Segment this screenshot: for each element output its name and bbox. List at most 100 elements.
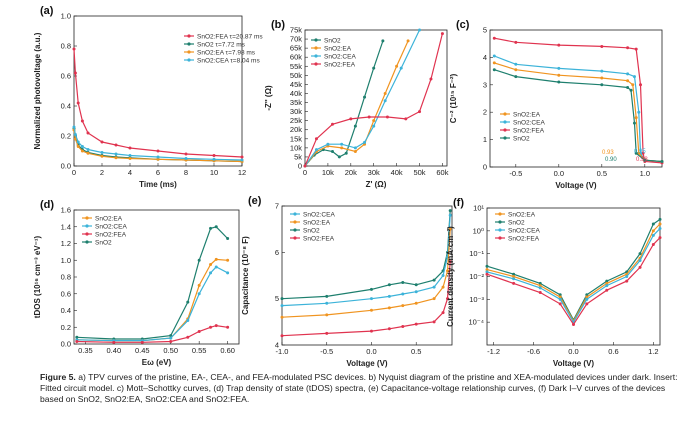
y-tick-label: 0.6 (61, 72, 71, 81)
legend-entry: SnO2 (95, 239, 112, 246)
x-tick-label: 8 (184, 168, 188, 177)
legend-entry: SnO2 (508, 219, 525, 226)
x-tick-label: -0.5 (320, 347, 333, 356)
data-point (169, 339, 173, 343)
data-point (432, 285, 436, 289)
legend-marker (293, 212, 297, 216)
data-point (585, 295, 589, 299)
data-point (76, 101, 80, 105)
legend-marker (498, 212, 502, 216)
y-tick-label: 4 (483, 53, 487, 62)
annotation: 0.98 (636, 157, 648, 163)
legend-marker (314, 46, 318, 50)
data-point (86, 151, 90, 155)
y-tick-label: 7 (275, 202, 279, 211)
data-point (197, 283, 201, 287)
data-point (448, 227, 452, 231)
data-point (538, 281, 542, 285)
data-point (140, 340, 144, 344)
data-point (600, 83, 604, 87)
data-point (418, 28, 422, 32)
data-point (514, 75, 518, 79)
data-point (631, 83, 635, 87)
y-tick-label: 1.0 (61, 256, 71, 265)
data-point (638, 265, 642, 269)
data-point (75, 335, 79, 339)
data-point (558, 302, 562, 306)
data-point (73, 137, 77, 141)
legend-entry: SnO2:CEA (95, 223, 127, 230)
plot-frame (304, 29, 448, 167)
data-point (641, 151, 645, 155)
legend-marker (187, 58, 191, 62)
y-tick-label: 2 (483, 108, 487, 117)
y-tick-label: 20k (290, 125, 302, 134)
legend-marker (498, 220, 502, 224)
data-point (629, 88, 633, 92)
x-tick-label: 50k (413, 168, 425, 177)
legend-entry: SnO2 (513, 135, 530, 142)
data-point (303, 164, 307, 168)
data-point (128, 157, 132, 160)
legend-marker (293, 236, 297, 240)
data-point (401, 292, 405, 296)
data-point (512, 275, 516, 278)
data-point (492, 61, 496, 65)
caption-label: Figure 5. (40, 372, 76, 382)
data-point (441, 311, 445, 315)
data-point (401, 324, 405, 328)
x-tick-label: 40k (391, 168, 403, 177)
data-point (100, 151, 104, 154)
data-point (197, 329, 201, 333)
y-tick-label: 6 (275, 248, 279, 257)
y-tick-label: 0.2 (61, 132, 71, 141)
data-point (626, 72, 630, 76)
annotation: 0.90 (605, 157, 617, 163)
data-point (197, 258, 201, 262)
data-point (658, 227, 662, 231)
data-point (585, 293, 589, 297)
legend-marker (187, 50, 191, 54)
data-point (353, 146, 357, 150)
data-point (100, 140, 104, 144)
data-point (226, 236, 230, 240)
data-point (128, 154, 132, 157)
y-tick-label: 10⁰ (473, 226, 484, 235)
data-point (558, 295, 562, 299)
series-line-sno2fea (304, 33, 443, 167)
x-axis-label: Eω (eV) (142, 358, 172, 367)
data-point (557, 80, 561, 84)
x-axis-label: Time (ms) (139, 180, 177, 189)
legend-marker (498, 228, 502, 232)
data-point (280, 304, 284, 308)
panel-e: (e) -1.0 -0.5 0.0 0.5 4 5 6 7 Voltage (V) Capacita… (241, 195, 453, 368)
legend-entry: SnO2:FEA (95, 231, 127, 238)
panel-label: (e) (248, 195, 262, 207)
data-point (658, 222, 662, 226)
data-point (514, 68, 518, 72)
data-point (209, 262, 213, 266)
legend-entry: SnO2:FEA (508, 235, 540, 242)
x-tick-label: 0.0 (366, 347, 376, 356)
legend-marker (503, 112, 507, 116)
y-tick-label: 0.4 (61, 306, 71, 315)
data-point (414, 322, 418, 326)
data-point (605, 281, 609, 285)
data-point (280, 334, 284, 338)
y-tick-label: 1.6 (61, 206, 71, 215)
x-axis-label: Voltage (V) (553, 359, 595, 368)
y-tick-label: 60k (290, 53, 302, 62)
data-point (186, 300, 190, 304)
data-point (325, 301, 329, 305)
data-point (441, 274, 445, 277)
series-line-sno2fea (281, 261, 451, 337)
data-point (72, 47, 76, 51)
data-point (651, 229, 655, 233)
legend-entry: SnO2 τ=7.72 ms (197, 41, 246, 48)
data-point (637, 110, 641, 114)
y-tick-label: 5 (483, 26, 487, 35)
data-point (385, 115, 389, 119)
data-point (367, 115, 371, 119)
legend-marker (187, 42, 191, 46)
data-point (226, 258, 230, 262)
